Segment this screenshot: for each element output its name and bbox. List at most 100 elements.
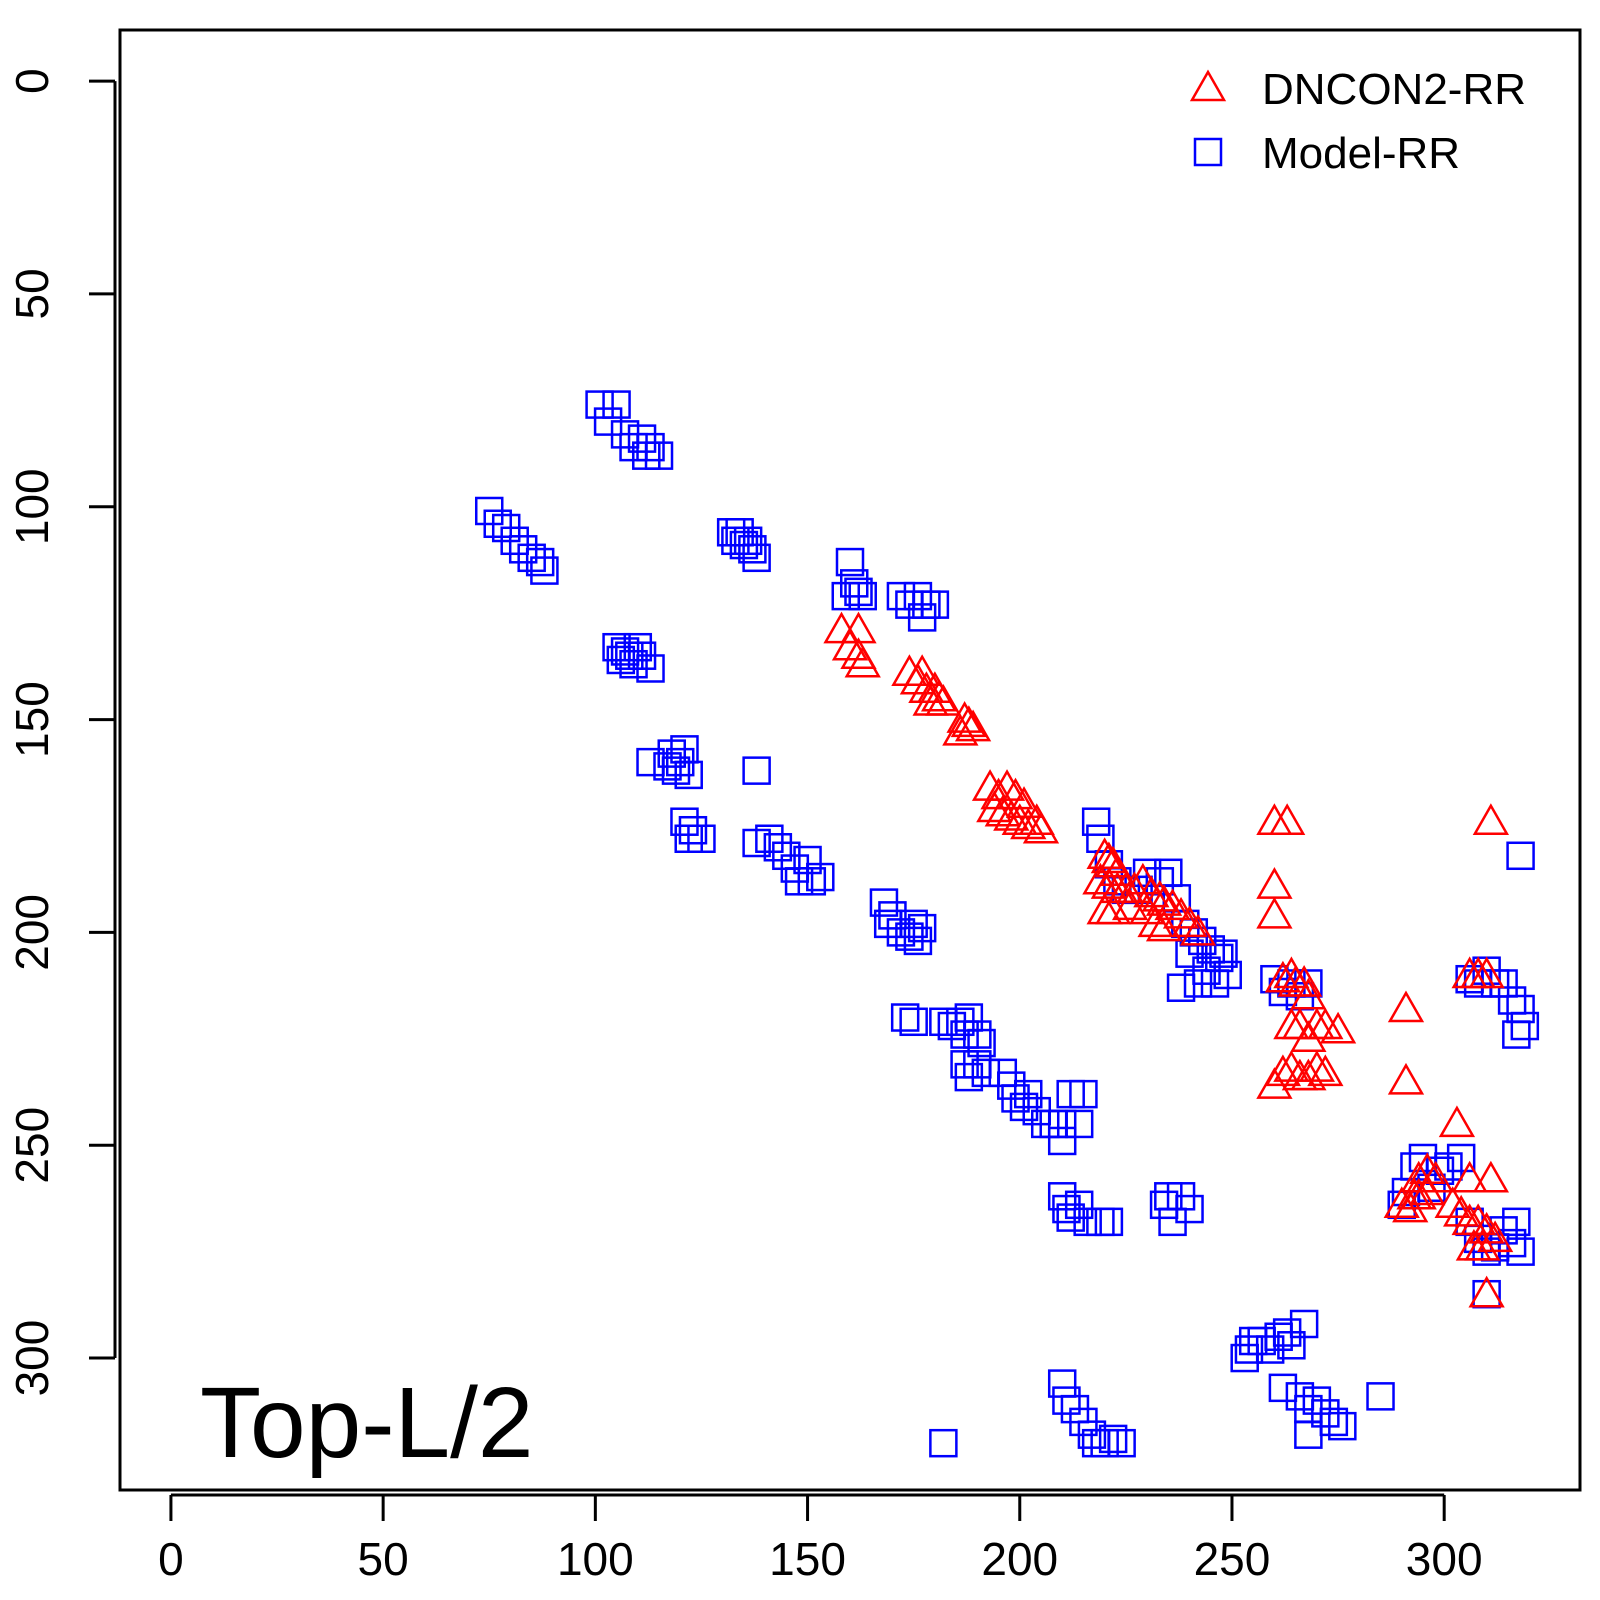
point-triangle — [1464, 1228, 1501, 1261]
point-square — [602, 390, 631, 419]
point-square — [1098, 1424, 1128, 1454]
point-square — [1064, 1190, 1094, 1220]
point-square — [1064, 1109, 1094, 1139]
point-triangle — [1290, 977, 1327, 1010]
y-axis: 0 50 100 150 200 250 300 — [6, 68, 117, 1397]
point-square — [1175, 1194, 1204, 1224]
point-triangle — [1285, 964, 1323, 997]
y-tick-label: 200 — [6, 894, 58, 971]
point-square — [1090, 1428, 1119, 1458]
point-square — [483, 509, 512, 539]
legend: DNCON2-RR Model-RR — [1180, 55, 1570, 190]
point-triangle — [1476, 1220, 1514, 1253]
point-square — [1502, 1207, 1531, 1237]
point-square — [1506, 841, 1535, 871]
point-triangle — [1387, 990, 1425, 1023]
point-triangle — [1451, 1160, 1488, 1193]
point-square — [733, 526, 763, 556]
point-square — [1294, 1420, 1323, 1449]
point-triangle — [1443, 1194, 1480, 1227]
point-square — [806, 862, 835, 892]
point-triangle — [831, 628, 869, 661]
point-square — [585, 390, 614, 419]
point-square — [1166, 973, 1196, 1002]
point-square — [619, 649, 648, 679]
point-triangle — [984, 794, 1021, 827]
point-square — [848, 581, 877, 611]
point-square — [920, 590, 950, 619]
legend-box — [1180, 55, 1570, 190]
point-square — [763, 833, 793, 862]
point-triangle — [1145, 909, 1183, 942]
y-tick-label: 100 — [6, 468, 58, 545]
point-triangle — [1468, 1275, 1505, 1308]
point-triangle — [942, 713, 979, 746]
point-triangle — [1438, 1105, 1476, 1138]
point-square — [907, 913, 937, 943]
point-triangle — [1273, 1050, 1310, 1082]
point-square — [670, 807, 699, 836]
point-square — [903, 581, 933, 611]
point-triangle — [1022, 811, 1060, 844]
point-square — [1175, 939, 1204, 968]
point-triangle — [1256, 896, 1293, 929]
point-triangle — [1116, 871, 1153, 904]
point-triangle — [1468, 956, 1505, 989]
x-tick-label: 150 — [769, 1533, 846, 1585]
point-square — [963, 1020, 992, 1049]
point-triangle — [1472, 803, 1510, 835]
point-square — [627, 424, 657, 453]
series-Model-RR — [474, 390, 1540, 1458]
point-triangle — [920, 679, 958, 712]
point-square — [674, 760, 703, 790]
point-triangle — [1111, 888, 1149, 921]
point-square — [967, 1028, 996, 1058]
legend-marker — [1189, 69, 1227, 102]
point-triangle — [1171, 905, 1208, 938]
point-square — [899, 909, 928, 939]
point-square — [644, 441, 674, 470]
point-triangle — [1086, 837, 1123, 870]
point-square — [500, 526, 529, 556]
point-triangle — [1082, 862, 1119, 895]
point-triangle — [1268, 803, 1306, 835]
point-triangle — [925, 684, 962, 716]
point-triangle — [1434, 1186, 1471, 1219]
point-triangle — [1264, 1054, 1302, 1087]
point-triangle — [1179, 913, 1217, 946]
x-axis: 0 50 100 150 200 250 300 — [158, 1493, 1483, 1585]
point-square — [1081, 807, 1111, 836]
point-triangle — [1137, 905, 1174, 938]
point-square — [1497, 986, 1527, 1015]
point-square — [687, 824, 716, 853]
y-tick-label: 150 — [6, 681, 58, 758]
point-triangle — [1090, 867, 1128, 899]
point-square — [742, 543, 771, 573]
point-square — [831, 581, 861, 611]
point-triangle — [899, 662, 937, 695]
point-square — [1446, 1143, 1476, 1173]
point-triangle — [1141, 879, 1178, 912]
point-square — [1510, 1011, 1540, 1041]
point-triangle — [988, 769, 1026, 801]
data-points — [474, 390, 1540, 1458]
point-square — [738, 535, 767, 564]
point-square — [1328, 1411, 1357, 1441]
series-DNCON2-RR — [823, 611, 1514, 1308]
point-square — [530, 556, 559, 585]
point-triangle — [1290, 1020, 1327, 1053]
point-square — [1047, 1126, 1077, 1156]
point-square — [878, 901, 907, 930]
point-triangle — [1307, 1054, 1344, 1087]
y-tick-label: 300 — [6, 1320, 58, 1397]
x-tick-label: 50 — [358, 1533, 409, 1585]
point-triangle — [1409, 1152, 1446, 1185]
point-triangle — [1400, 1177, 1437, 1210]
y-tick-label: 50 — [6, 268, 58, 319]
point-triangle — [1468, 1211, 1505, 1244]
point-triangle — [1256, 867, 1293, 899]
x-tick-label: 0 — [158, 1533, 184, 1585]
point-square — [1069, 1079, 1098, 1109]
point-triangle — [1133, 875, 1170, 908]
